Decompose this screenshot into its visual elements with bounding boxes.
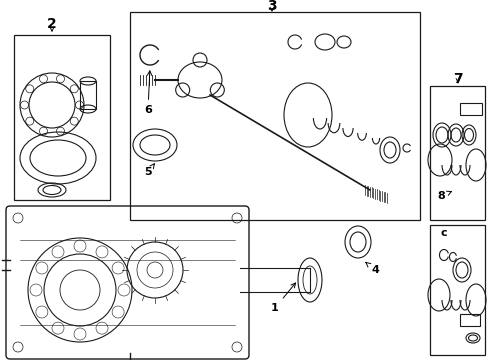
Text: c: c (440, 228, 446, 238)
Text: 3: 3 (267, 0, 277, 13)
Bar (430, 86, 485, 220)
Bar (80, 81, 96, 109)
Bar (430, 225, 485, 355)
Bar (130, 12, 420, 220)
Text: 4: 4 (366, 262, 379, 275)
Bar (14, 35, 110, 200)
Text: 2: 2 (47, 17, 57, 31)
Text: 1: 1 (271, 283, 295, 313)
Text: 5: 5 (144, 164, 154, 177)
Text: 7: 7 (453, 72, 463, 86)
Text: 8: 8 (437, 191, 451, 201)
Text: 6: 6 (144, 71, 152, 115)
